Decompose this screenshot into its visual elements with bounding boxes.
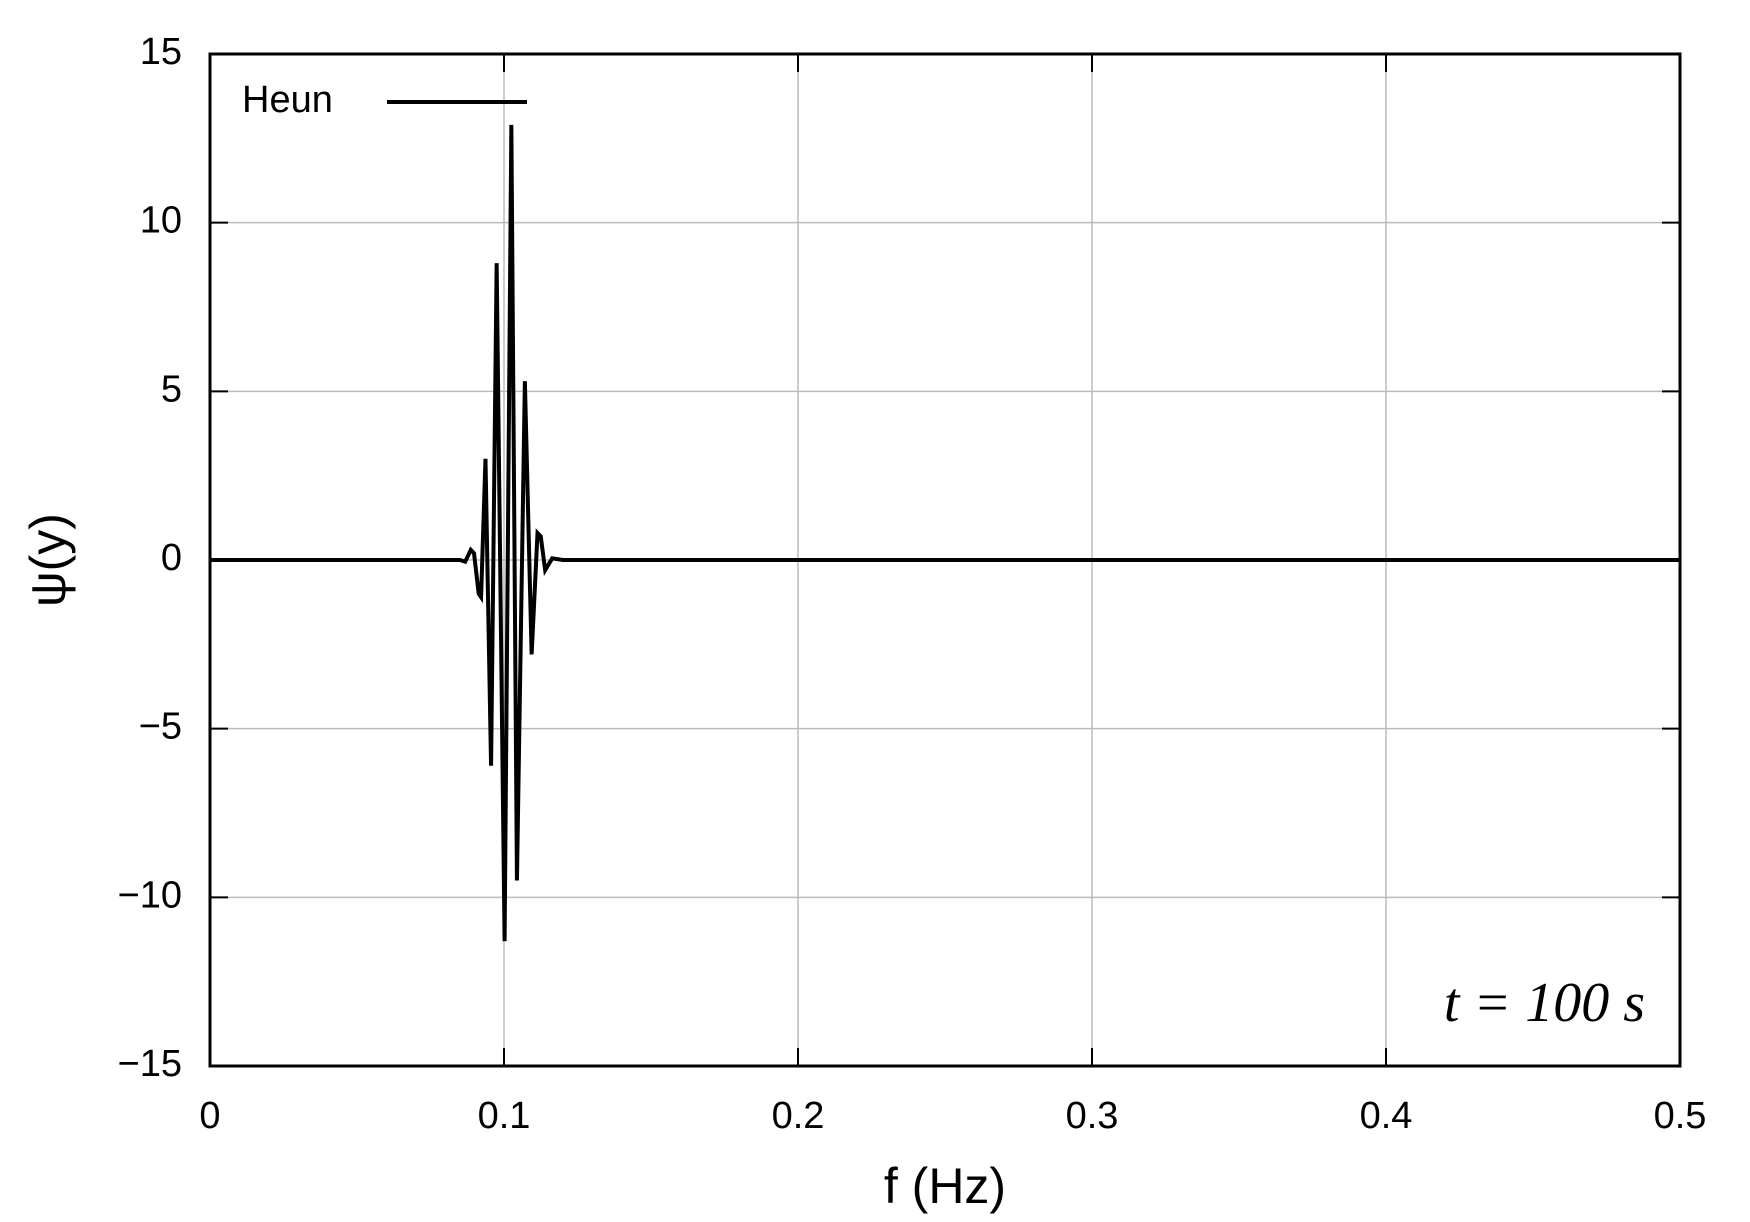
y-tick-label: 5: [161, 368, 182, 410]
x-tick-label: 0.2: [772, 1095, 825, 1137]
annotation: t = 100 s: [1444, 972, 1645, 1034]
y-tick-label: 0: [161, 537, 182, 579]
y-tick-label: 15: [140, 31, 182, 73]
y-tick-label: 10: [140, 200, 182, 242]
x-tick-label: 0.3: [1066, 1095, 1119, 1137]
x-tick-label: 0: [199, 1095, 220, 1137]
x-axis-label: f (Hz): [884, 1158, 1006, 1214]
y-axis-label: ψ(y): [20, 513, 76, 607]
y-tick-label: −5: [139, 706, 182, 748]
legend-label: Heun: [242, 79, 333, 121]
y-tick-label: −15: [118, 1043, 182, 1085]
x-tick-label: 0.4: [1360, 1095, 1413, 1137]
x-tick-label: 0.5: [1654, 1095, 1707, 1137]
y-tick-label: −10: [118, 874, 182, 916]
x-tick-label: 0.1: [478, 1095, 531, 1137]
line-series: [210, 124, 1680, 942]
